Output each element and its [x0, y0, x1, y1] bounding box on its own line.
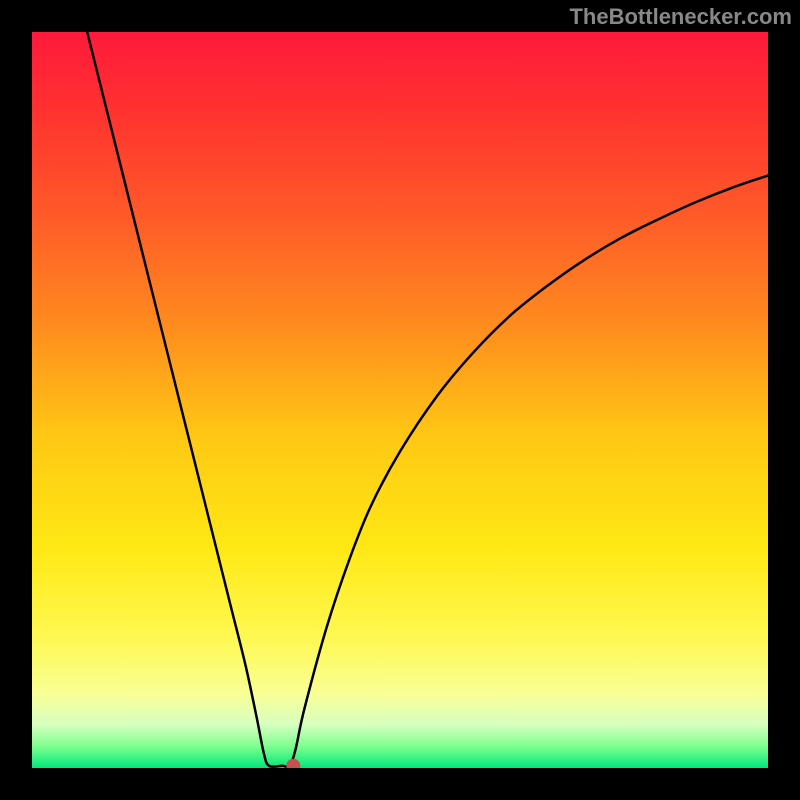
border-left — [0, 0, 32, 800]
plot-background — [32, 32, 768, 768]
watermark-text: TheBottlenecker.com — [569, 4, 792, 30]
border-bottom — [0, 768, 800, 800]
bottleneck-chart: TheBottlenecker.com — [0, 0, 800, 800]
chart-svg — [0, 0, 800, 800]
border-right — [768, 0, 800, 800]
